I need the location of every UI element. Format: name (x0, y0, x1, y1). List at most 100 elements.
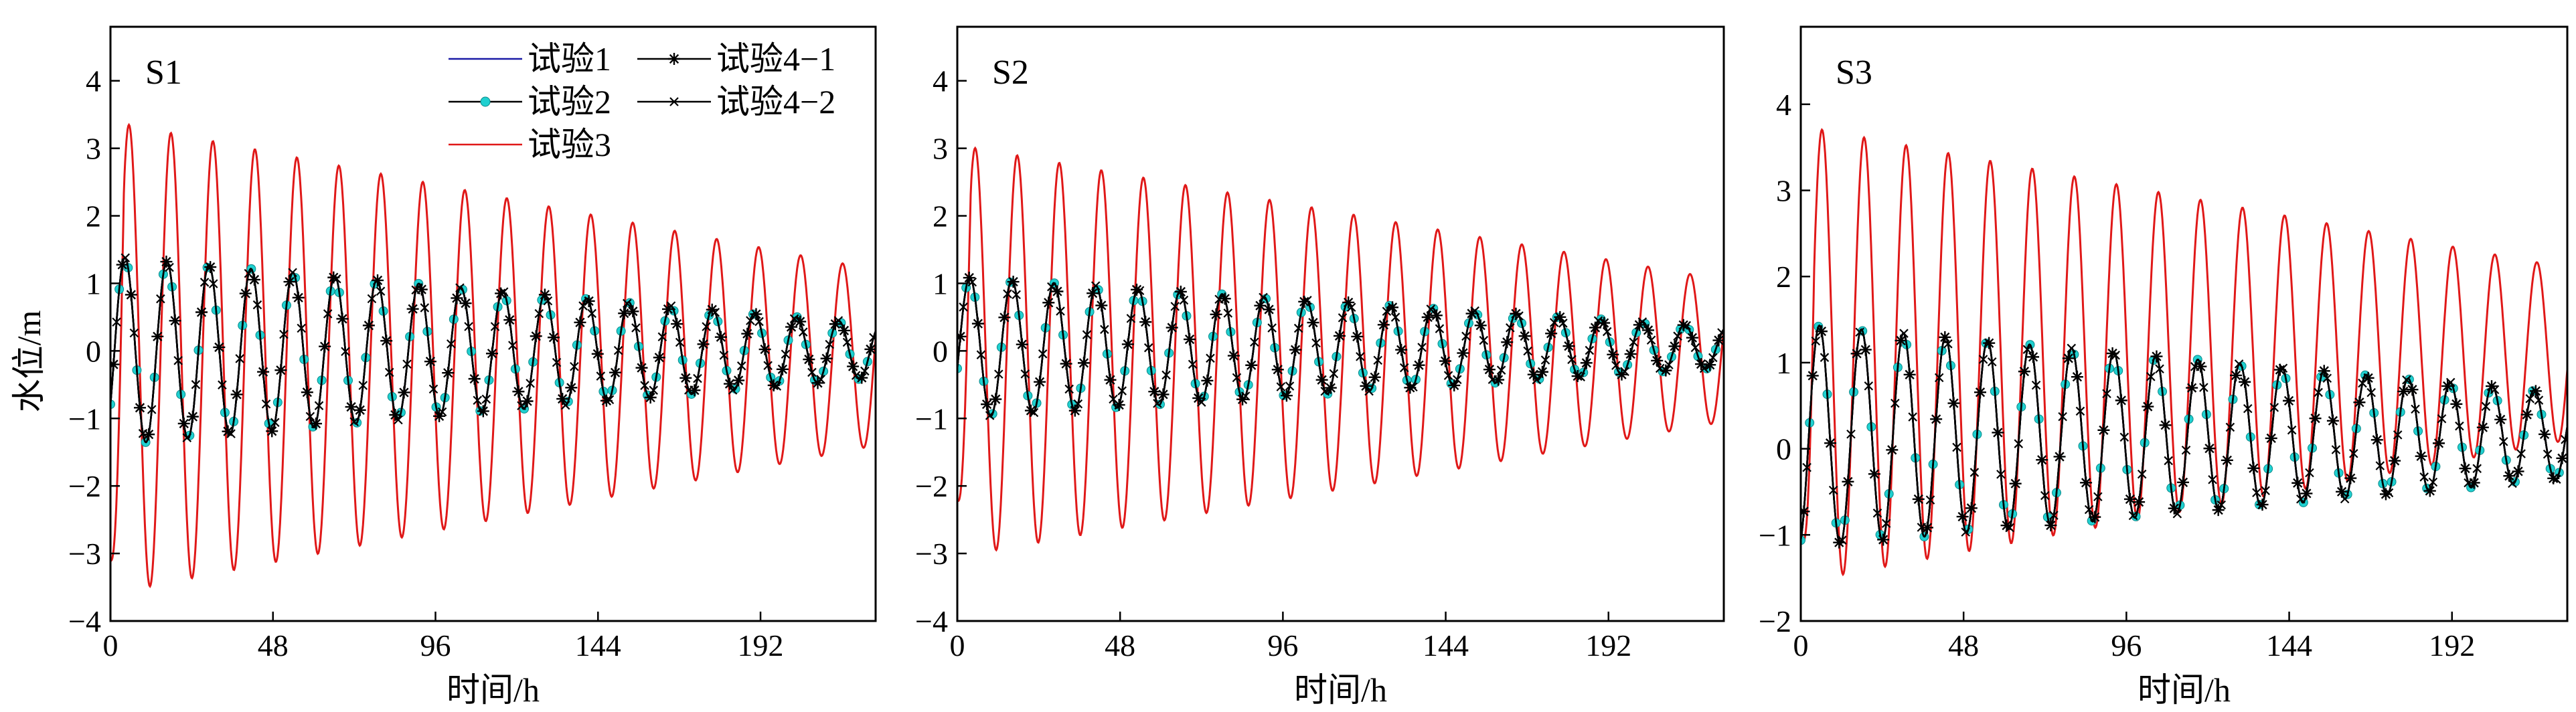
marker-试验4-2 (2552, 474, 2561, 484)
marker-试验4-2 (1443, 371, 1453, 380)
y-tick-label: 1 (86, 266, 101, 300)
marker-试验4-2 (613, 345, 623, 355)
y-tick-label: −2 (1759, 604, 1791, 638)
marker-试验4-2 (1637, 317, 1647, 327)
marker-试验4-2 (1952, 442, 1961, 452)
marker-试验4-2 (1073, 399, 1083, 409)
marker-试验4-2 (2375, 461, 2385, 470)
marker-试验4-2 (1029, 408, 1039, 418)
marker-试验4-2 (2331, 445, 2341, 454)
axes-frame (109, 25, 877, 622)
marker-试验4-2 (1285, 381, 1295, 391)
marker-试验4-2 (2269, 403, 2279, 412)
marker-试验4-2 (2534, 395, 2544, 405)
y-tick-label: 3 (1776, 174, 1791, 208)
marker-试验4-2 (1646, 335, 1656, 345)
legend: 试验1 试验4−1 试验2 试验4−2 试验3 (449, 40, 835, 163)
panel-s1: 0 48 96 144 192 −4 −3 −2 −1 0 1 2 3 4 S1 时间/h (68, 25, 877, 709)
y-tick-label: −3 (915, 537, 948, 571)
x-tick-label: 144 (1423, 628, 1469, 662)
marker-试验4-2 (2058, 412, 2067, 422)
marker-试验4-2 (1153, 399, 1162, 408)
marker-试验4-2 (631, 323, 641, 333)
marker-试验4-2 (640, 381, 649, 390)
legend-label: 试验4−1 (716, 40, 835, 78)
axes-frame (1799, 25, 2569, 622)
x-tick-label: 48 (1105, 628, 1135, 662)
panel-label: S2 (992, 54, 1029, 92)
marker-试验4-2 (1408, 382, 1418, 392)
marker-试验4-2 (1802, 462, 1812, 472)
marker-试验4-2 (1917, 523, 1927, 532)
marker-试验4-2 (1961, 527, 1971, 537)
legend-item: 试验1 (449, 40, 611, 78)
marker-试验4-2 (2040, 491, 2050, 501)
marker-试验4-2 (994, 369, 1003, 379)
marker-试验4-2 (1899, 329, 1909, 338)
y-tick-label: −1 (68, 402, 101, 436)
marker-试验4-2 (2516, 449, 2526, 458)
marker-试验4-2 (1250, 337, 1259, 347)
y-tick-label: −4 (68, 604, 101, 638)
legend-label: 试验1 (528, 40, 611, 78)
legend-label: 试验4−2 (716, 83, 835, 120)
x-axis-label: 时间/h (447, 671, 540, 709)
marker-试验4-2 (1682, 321, 1692, 331)
marker-试验4-2 (261, 399, 271, 409)
marker-试验4-2 (305, 412, 315, 422)
marker-试验4-2 (825, 339, 834, 349)
marker-试验4-2 (2261, 486, 2270, 495)
marker-试验4-2 (1828, 485, 1838, 495)
x-tick-label: 96 (2111, 628, 2142, 662)
marker-试验4-2 (2322, 373, 2332, 383)
y-tick-label: 4 (933, 64, 948, 98)
marker-试验4-2 (1506, 323, 1515, 333)
marker-试验4-2 (560, 400, 570, 410)
marker-试验4-2 (1523, 346, 1532, 356)
marker-试验4-2 (1461, 331, 1471, 341)
marker-试验4-2 (1426, 304, 1436, 314)
marker-试验4-2 (1056, 306, 1065, 316)
marker-试验4-2 (2445, 377, 2456, 387)
marker-试验4-2 (1567, 355, 1577, 365)
marker-试验4-2 (1673, 331, 1682, 341)
marker-试验4-2 (728, 385, 738, 395)
marker-试验4-2 (2472, 464, 2482, 473)
marker-试验4-2 (807, 367, 817, 377)
marker-试验4-2 (1206, 353, 1215, 363)
legend-item: 试验4−1 (637, 40, 835, 78)
marker-试验4-2 (1399, 363, 1409, 373)
x-tick-label: 192 (738, 628, 784, 662)
marker-试验4-2 (2252, 488, 2261, 497)
marker-试验4-2 (976, 350, 986, 359)
marker-试验4-2 (798, 327, 808, 337)
marker-试验4-2 (2561, 435, 2567, 444)
marker-试验4-2 (2014, 439, 2024, 448)
marker-试验4-2 (1593, 316, 1603, 326)
marker-试验4-2 (1179, 295, 1189, 305)
marker-试验4-2 (2287, 425, 2297, 435)
series-line-试验3 (110, 122, 876, 589)
marker-试验4-2 (1664, 360, 1674, 369)
marker-试验4-2 (1925, 495, 1935, 505)
x-tick-label: 48 (258, 628, 289, 662)
x-tick-label: 96 (420, 628, 451, 662)
marker-试验4-2 (1496, 365, 1506, 375)
x-axis-label: 时间/h (2138, 671, 2231, 709)
marker-试验4-2 (147, 405, 157, 414)
x-tick-label: 0 (103, 628, 118, 662)
marker-试验4-2 (1558, 319, 1568, 328)
marker-试验4-2 (2543, 449, 2553, 459)
marker-试验4-2 (2164, 456, 2173, 466)
marker-试验4-2 (2217, 500, 2227, 510)
marker-试验4-2 (1602, 327, 1612, 337)
marker-试验4-2 (789, 314, 799, 324)
plot-area (110, 122, 876, 589)
marker-试验4-2 (191, 379, 201, 389)
marker-试验4-2 (1881, 519, 1891, 528)
marker-试验4-2 (1311, 338, 1321, 348)
marker-试验4-2 (270, 418, 280, 428)
marker-试验4-2 (1629, 337, 1639, 347)
marker-试验4-2 (1978, 355, 1988, 364)
